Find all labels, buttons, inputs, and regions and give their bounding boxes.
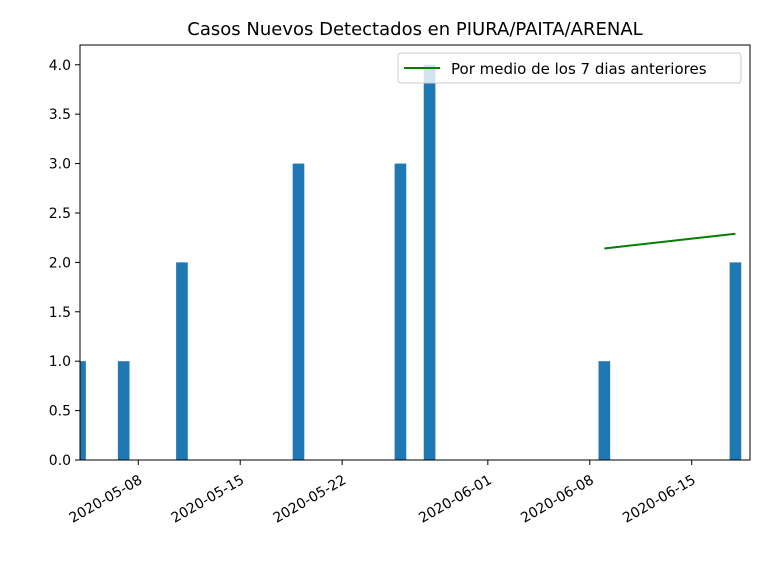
- y-tick-label: 1.0: [49, 354, 71, 370]
- y-tick-label: 0.0: [49, 453, 71, 469]
- bars-layer: [80, 64, 742, 460]
- legend-label: Por medio de los 7 dias anteriores: [451, 60, 707, 78]
- chart-title: Casos Nuevos Detectados en PIURA/PAITA/A…: [187, 19, 642, 40]
- y-tick-label: 2.0: [49, 255, 71, 271]
- plot-frame: [79, 44, 751, 461]
- bar: [292, 163, 305, 460]
- y-tick-label: 2.5: [49, 206, 71, 222]
- y-tick-label: 4.0: [49, 58, 71, 74]
- bar: [598, 361, 611, 460]
- legend-box: [397, 52, 742, 84]
- bar: [80, 361, 86, 460]
- bar: [117, 361, 130, 460]
- bar: [729, 262, 742, 460]
- y-tick-label: 3.0: [49, 157, 71, 173]
- bar: [394, 163, 407, 460]
- bar: [176, 262, 188, 460]
- bar: [423, 64, 436, 460]
- y-tick-label: 1.5: [49, 305, 71, 321]
- y-tick-label: 0.5: [49, 404, 71, 420]
- y-tick-label: 3.5: [49, 107, 71, 123]
- lines-layer: [604, 232, 736, 250]
- series-line: [604, 232, 736, 250]
- y-axis: 0.0 0.5 1.0 1.5 2.0 2.5 3.0 3.5 4.0: [49, 58, 80, 469]
- legend: Por medio de los 7 dias anteriores: [397, 52, 742, 84]
